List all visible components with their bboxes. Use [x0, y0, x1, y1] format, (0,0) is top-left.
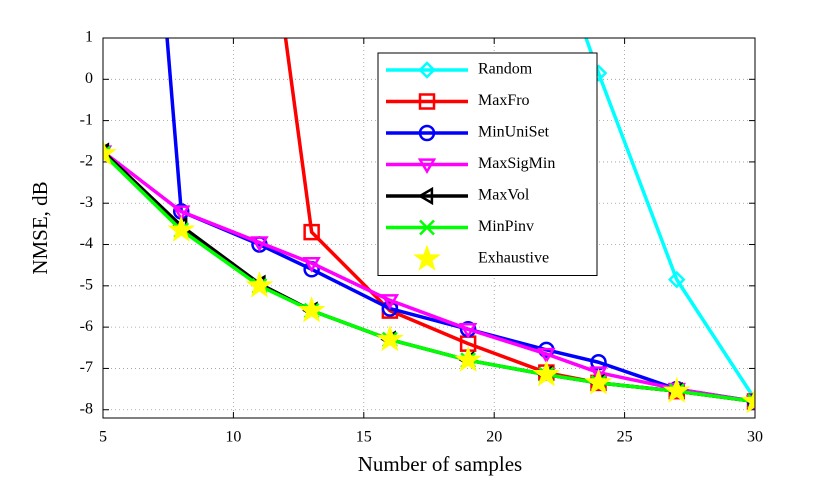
marker: [667, 270, 686, 289]
marker: [250, 236, 269, 252]
series-line: [103, 150, 755, 404]
x-tick-label: 30: [747, 429, 763, 446]
marker: [418, 93, 436, 110]
x-tick-label: 15: [356, 429, 372, 446]
y-tick-label: -7: [80, 359, 93, 376]
legend-label: MaxVol: [478, 187, 530, 204]
marker: [454, 345, 482, 372]
marker: [532, 360, 561, 387]
legend-label: MinUniSet: [478, 124, 550, 141]
marker: [297, 296, 326, 323]
marker: [417, 186, 434, 206]
marker: [589, 366, 608, 383]
marker: [245, 271, 274, 298]
y-axis-label: NMSE, dB: [28, 181, 52, 274]
legend-label: MaxSigMin: [478, 155, 555, 172]
marker: [537, 347, 556, 364]
marker: [417, 158, 437, 174]
marker: [419, 219, 435, 236]
marker: [376, 324, 404, 352]
marker: [172, 205, 191, 221]
marker: [413, 244, 441, 271]
marker: [103, 139, 117, 166]
marker: [418, 61, 436, 79]
y-tick-label: -2: [80, 153, 93, 170]
x-tick-label: 10: [225, 429, 241, 446]
series-line: [584, 38, 755, 401]
x-tick-label: 5: [99, 429, 107, 446]
y-tick-label: 1: [85, 29, 93, 46]
marker: [741, 386, 755, 414]
marker: [458, 323, 478, 339]
y-tick-label: -5: [80, 276, 93, 293]
marker: [302, 256, 321, 273]
marker: [584, 368, 613, 395]
legend: Random MaxFro MinUniSet MaxSigMin MaxVol MinP…: [377, 52, 598, 276]
x-tick-label: 20: [486, 429, 502, 446]
y-tick-label: -4: [80, 235, 93, 252]
legend-label: MaxFro: [478, 92, 530, 109]
y-tick-label: -6: [80, 318, 93, 335]
legend-label: Exhaustive: [478, 250, 549, 267]
plot-frame: [102, 37, 756, 419]
marker: [303, 223, 320, 241]
marker: [380, 294, 400, 310]
y-tick-label: 0: [85, 70, 93, 87]
legend-label: MinPinv: [478, 218, 534, 235]
marker: [418, 124, 436, 142]
y-tick-label: -3: [80, 194, 93, 211]
marker: [662, 376, 691, 403]
plot-area: [103, 38, 755, 414]
x-tick-label: 25: [617, 429, 633, 446]
y-tick-label: -8: [80, 400, 93, 417]
y-tick-label: -1: [80, 111, 93, 128]
x-axis-label: Number of samples: [358, 452, 522, 476]
legend-label: Random: [478, 61, 533, 78]
series-line: [103, 152, 755, 404]
marker: [167, 215, 196, 242]
